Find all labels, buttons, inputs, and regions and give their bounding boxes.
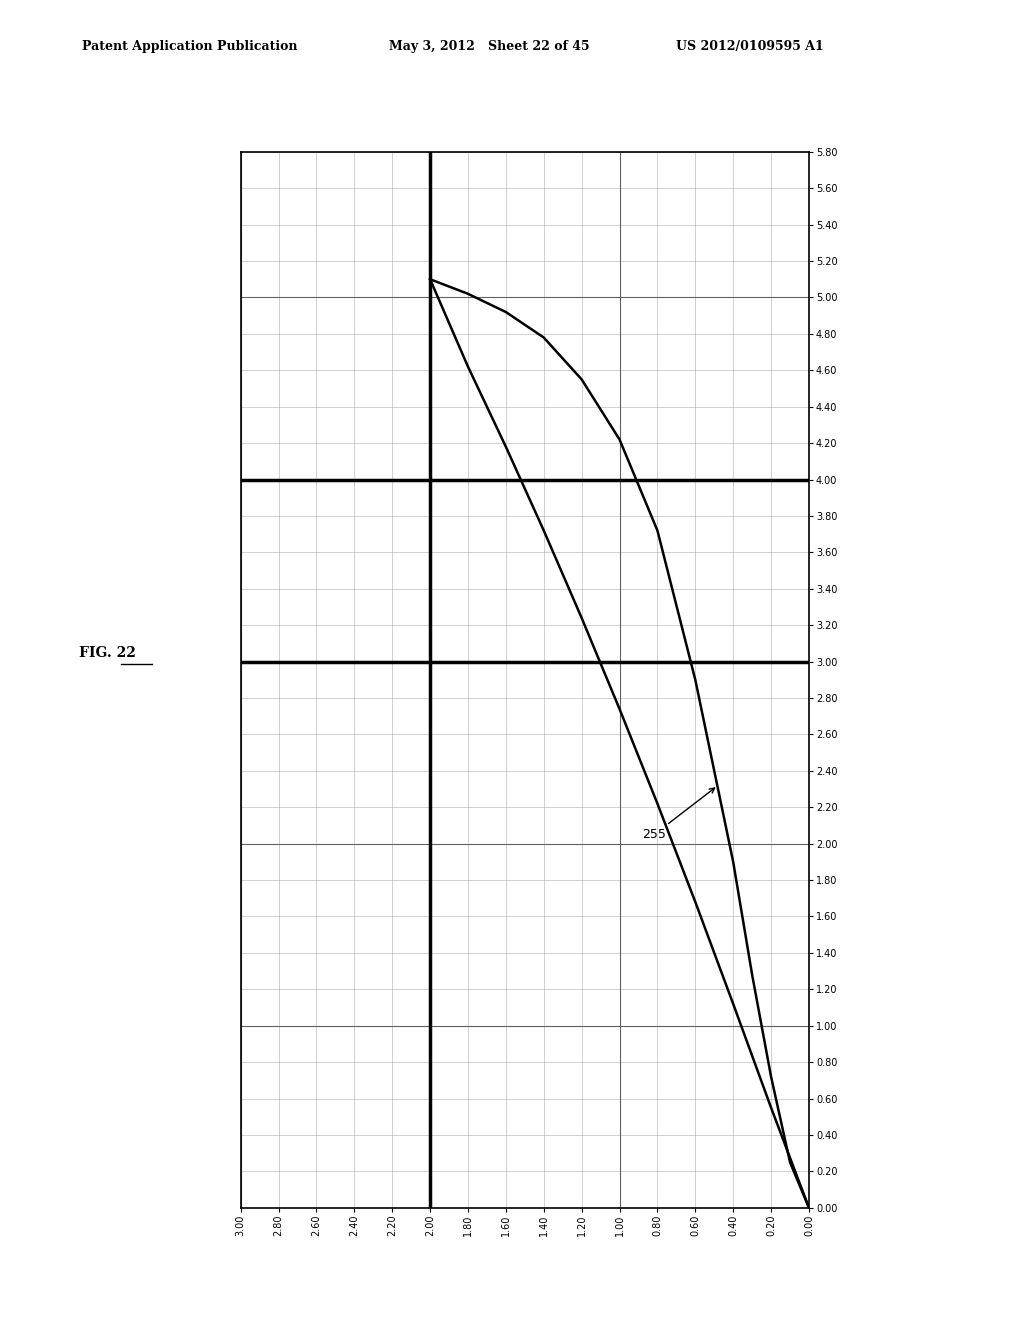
Text: May 3, 2012   Sheet 22 of 45: May 3, 2012 Sheet 22 of 45: [389, 40, 590, 53]
Text: FIG. 22: FIG. 22: [79, 647, 136, 660]
Text: Patent Application Publication: Patent Application Publication: [82, 40, 297, 53]
Text: US 2012/0109595 A1: US 2012/0109595 A1: [676, 40, 823, 53]
Text: 255: 255: [642, 788, 715, 841]
